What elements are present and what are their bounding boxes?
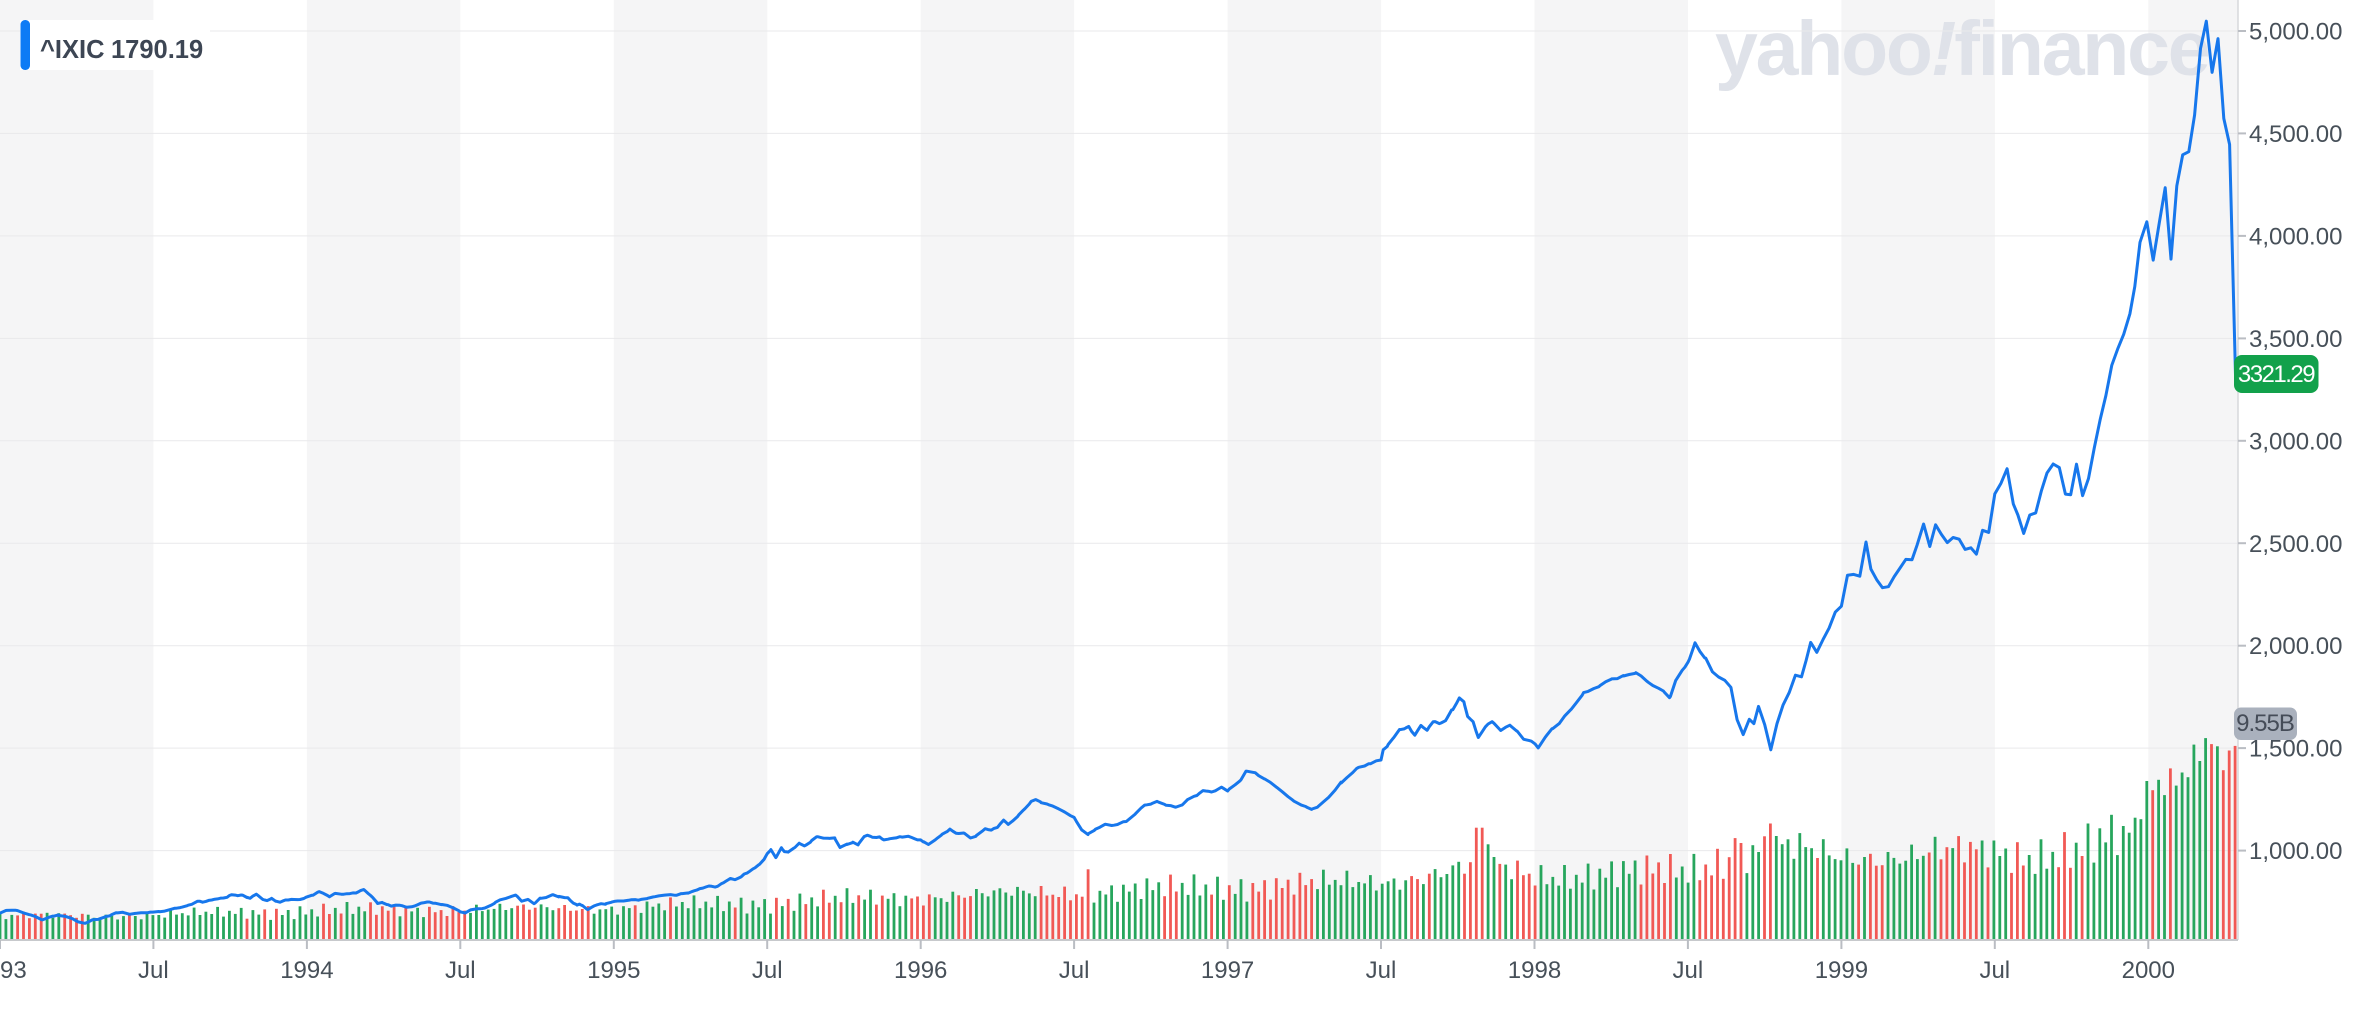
svg-text:1994: 1994: [280, 957, 333, 984]
svg-text:1995: 1995: [587, 957, 640, 984]
svg-text:Jul: Jul: [1979, 957, 2010, 984]
svg-text:3,500.00: 3,500.00: [2249, 326, 2342, 353]
svg-text:2000: 2000: [2122, 957, 2175, 984]
svg-text:1996: 1996: [894, 957, 947, 984]
svg-text:3,000.00: 3,000.00: [2249, 428, 2342, 455]
svg-text:yahoo!finance: yahoo!finance: [1715, 6, 2209, 92]
svg-text:Jul: Jul: [1366, 957, 1397, 984]
svg-text:4,500.00: 4,500.00: [2249, 121, 2342, 148]
svg-text:1997: 1997: [1201, 957, 1254, 984]
svg-text:2,000.00: 2,000.00: [2249, 633, 2342, 660]
svg-text:1790.19: 1790.19: [111, 36, 203, 64]
svg-text:1999: 1999: [1815, 957, 1868, 984]
svg-text:Jul: Jul: [138, 957, 169, 984]
svg-text:1,500.00: 1,500.00: [2249, 736, 2342, 763]
svg-text:^IXIC: ^IXIC: [40, 36, 105, 64]
svg-text:Jul: Jul: [1673, 957, 1704, 984]
svg-text:1,000.00: 1,000.00: [2249, 838, 2342, 865]
svg-text:Jul: Jul: [445, 957, 476, 984]
svg-text:1993: 1993: [0, 957, 27, 984]
svg-text:5,000.00: 5,000.00: [2249, 19, 2342, 46]
svg-text:2,500.00: 2,500.00: [2249, 531, 2342, 558]
svg-text:1998: 1998: [1508, 957, 1561, 984]
svg-text:Jul: Jul: [1059, 957, 1090, 984]
svg-text:4,000.00: 4,000.00: [2249, 223, 2342, 250]
svg-text:9.55B: 9.55B: [2236, 710, 2294, 737]
svg-text:Jul: Jul: [752, 957, 783, 984]
svg-text:3321.29: 3321.29: [2238, 361, 2315, 388]
